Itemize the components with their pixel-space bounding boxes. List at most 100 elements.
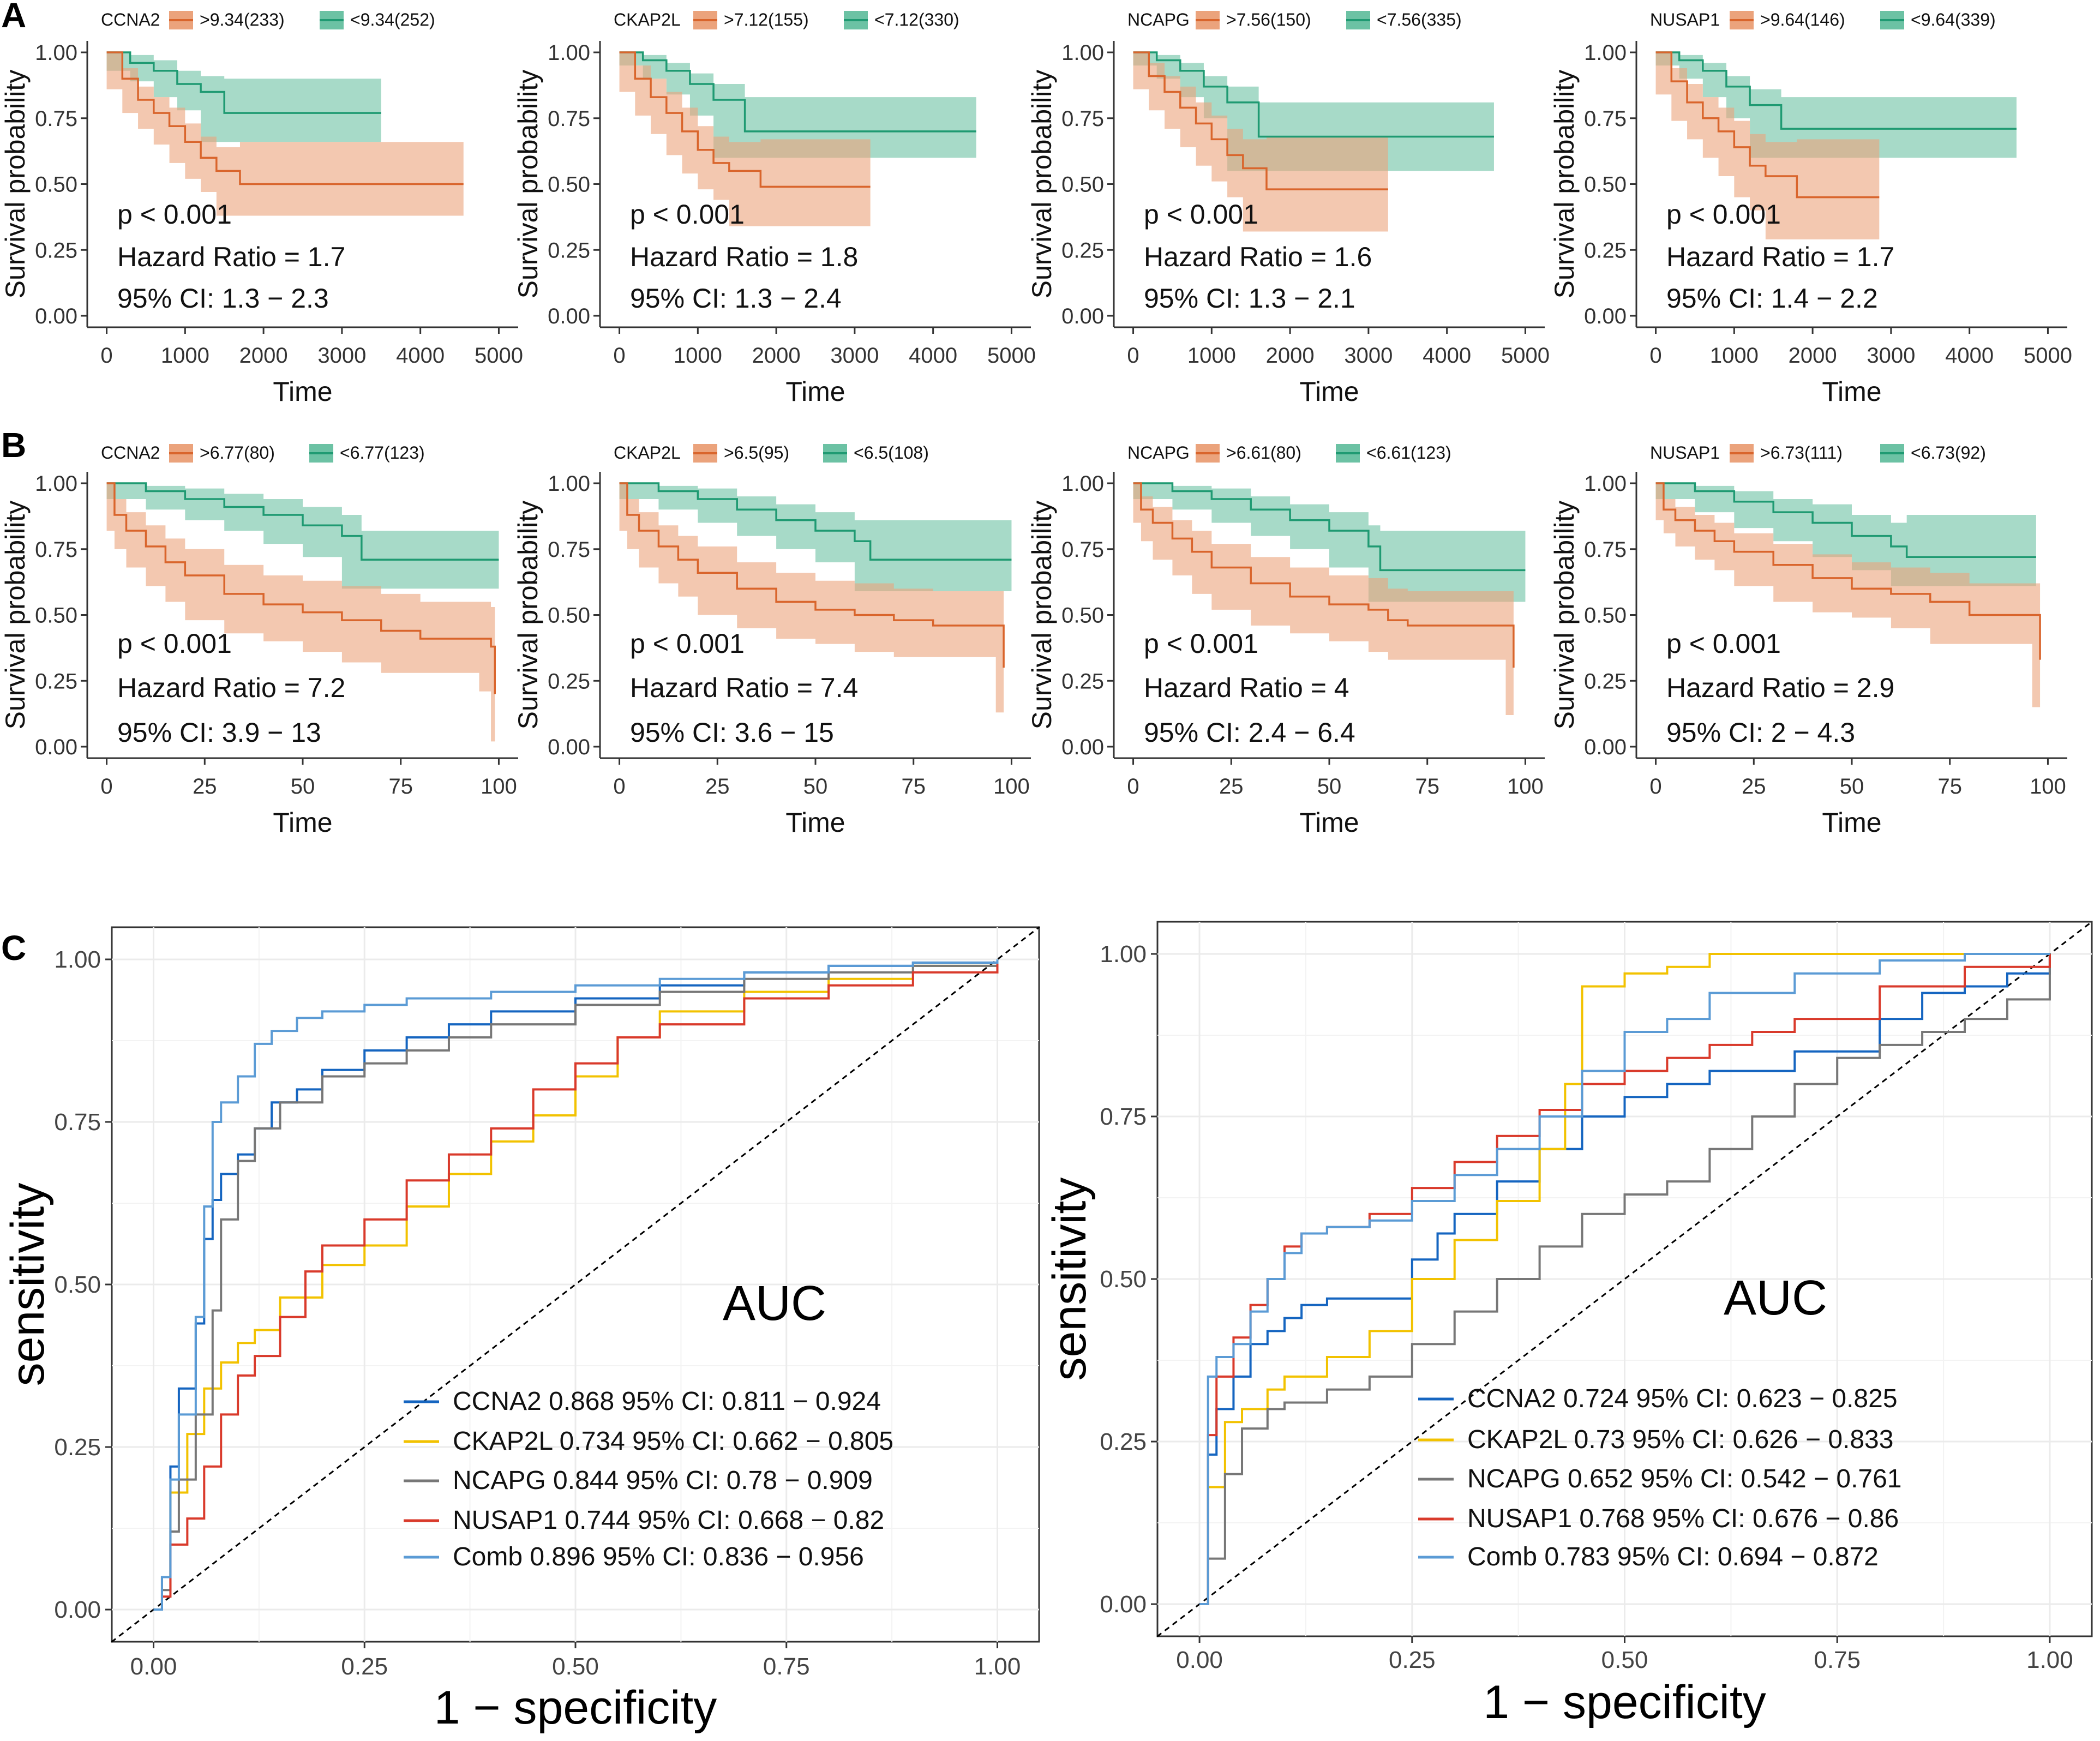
km-y-axis-title: Survival probability	[1549, 70, 1580, 299]
km-hazard-ratio: Hazard Ratio = 7.2	[117, 673, 345, 703]
km-legend: CCNA2 >9.34(233) <9.34(252)	[101, 10, 435, 29]
roc-legend-label-ccna2: CCNA2 0.868 95% CI: 0.811 − 0.924	[453, 1387, 881, 1416]
roc-curve-ncapg	[1199, 953, 2051, 1606]
km-panel-b-ncapg: NCAPG >6.61(80) <6.61(123) 0.00 0.25 0.50 0.75…	[1027, 443, 1545, 838]
km-x-tick-label: 0	[1127, 775, 1139, 799]
km-legend-gene: NCAPG	[1127, 443, 1190, 463]
roc-legend-label-ncapg: NCAPG 0.652 95% CI: 0.542 − 0.761	[1467, 1464, 1902, 1493]
km-x-tick-label: 4000	[909, 344, 957, 368]
km-x-tick-label: 2000	[1266, 344, 1315, 368]
km-low-survival-line	[1133, 482, 1526, 572]
roc-legend-label-ncapg: NCAPG 0.844 95% CI: 0.78 − 0.909	[453, 1466, 873, 1495]
km-x-tick-label: 100	[993, 775, 1030, 799]
roc-panels: 0.00 0.25 0.50 0.75 1.00 0.00 0.25 0.50 0.75 1.00…	[2, 921, 2093, 1734]
km-x-tick-label: 4000	[396, 344, 445, 368]
km-x-tick-label: 0	[1649, 775, 1661, 799]
km-legend: NCAPG >6.61(80) <6.61(123)	[1127, 443, 1451, 463]
km-p-value: p < 0.001	[1666, 199, 1781, 230]
km-y-tick-label: 0.75	[548, 107, 590, 131]
km-x-axis-title: Time	[273, 376, 332, 407]
roc-panel-2: 0.00 0.25 0.50 0.75 1.00 0.00 0.25 0.50 0.75 1.00…	[1043, 921, 2093, 1728]
roc-y-tick-label: 0.00	[1100, 1591, 1147, 1618]
km-high-ci-band	[1133, 483, 1514, 716]
roc-legend-label-ckap2l: CKAP2L 0.734 95% CI: 0.662 − 0.805	[453, 1427, 893, 1456]
km-x-axis-title: Time	[785, 807, 845, 838]
km-legend-high-label: >6.61(80)	[1226, 443, 1301, 463]
km-high-survival-line	[1133, 482, 1515, 668]
km-p-value: p < 0.001	[117, 628, 232, 659]
km-y-tick-label: 0.00	[1584, 735, 1627, 759]
roc-legend-label-comb: Comb 0.896 95% CI: 0.836 − 0.956	[453, 1542, 864, 1571]
km-legend-gene: CCNA2	[101, 10, 160, 29]
km-low-ci-band	[1133, 52, 1494, 171]
km-y-tick-label: 0.50	[1584, 173, 1627, 197]
km-p-value: p < 0.001	[630, 628, 745, 659]
km-legend-gene: CKAP2L	[614, 443, 681, 463]
km-x-tick-label: 5000	[1501, 344, 1550, 368]
km-y-axis-title: Survival probability	[0, 501, 31, 730]
km-y-tick-label: 0.50	[1061, 604, 1104, 628]
km-p-value: p < 0.001	[117, 199, 232, 230]
km-y-tick-label: 0.00	[548, 735, 590, 759]
km-y-tick-label: 1.00	[548, 472, 590, 496]
km-legend: NUSAP1 >6.73(111) <6.73(92)	[1650, 443, 1986, 463]
km-hazard-ratio: Hazard Ratio = 1.8	[630, 242, 858, 272]
km-x-tick-label: 50	[803, 775, 828, 799]
km-row-b: CCNA2 >6.77(80) <6.77(123) 0.00 0.25 0.50 0.75…	[0, 443, 2067, 838]
roc-y-tick-label: 0.25	[1100, 1428, 1147, 1455]
roc-legend-label-nusap1: NUSAP1 0.768 95% CI: 0.676 − 0.86	[1467, 1504, 1899, 1533]
km-x-tick-label: 2000	[752, 344, 801, 368]
km-p-value: p < 0.001	[630, 199, 745, 230]
roc-y-tick-label: 0.00	[54, 1596, 101, 1623]
panel-label-b: B	[1, 425, 26, 465]
km-y-tick-label: 0.50	[548, 604, 590, 628]
roc-legend-label-ckap2l: CKAP2L 0.73 95% CI: 0.626 − 0.833	[1467, 1425, 1893, 1454]
roc-y-axis-title: sensitivity	[1043, 1178, 1096, 1381]
km-high-ci-band	[619, 52, 871, 226]
km-x-tick-label: 100	[1507, 775, 1544, 799]
km-legend-low-label: <7.56(335)	[1377, 10, 1462, 29]
km-hazard-ratio: Hazard Ratio = 4	[1144, 673, 1349, 703]
km-x-tick-label: 25	[193, 775, 217, 799]
km-x-tick-label: 2000	[239, 344, 288, 368]
km-y-tick-label: 0.50	[1584, 604, 1627, 628]
km-x-tick-label: 25	[705, 775, 730, 799]
roc-panel-1: 0.00 0.25 0.50 0.75 1.00 0.00 0.25 0.50 0.75 1.00…	[2, 926, 1040, 1734]
km-y-tick-label: 0.50	[1061, 173, 1104, 197]
km-x-tick-label: 0	[100, 344, 112, 368]
km-y-tick-label: 0.25	[35, 669, 77, 693]
km-y-tick-label: 0.25	[548, 238, 590, 262]
km-high-survival-line	[619, 482, 1005, 668]
km-x-tick-label: 1000	[161, 344, 209, 368]
km-y-tick-label: 0.50	[35, 173, 77, 197]
roc-x-tick-label: 0.25	[1389, 1647, 1436, 1673]
roc-legend-label-nusap1: NUSAP1 0.744 95% CI: 0.668 − 0.82	[453, 1506, 884, 1535]
km-y-tick-label: 0.25	[1061, 238, 1104, 262]
panel-label-c: C	[1, 928, 26, 968]
km-legend-high-label: >6.5(95)	[724, 443, 789, 463]
roc-y-tick-label: 0.50	[54, 1271, 101, 1298]
km-panel-a-ckap2l: CKAP2L >7.12(155) <7.12(330) 0.00 0.25 0.50 0.…	[513, 10, 1036, 407]
km-y-tick-label: 0.75	[1061, 538, 1104, 562]
km-legend-high-label: >6.77(80)	[200, 443, 275, 463]
km-legend-high-label: >9.64(146)	[1760, 10, 1845, 29]
km-hazard-ratio: Hazard Ratio = 1.6	[1144, 242, 1372, 272]
km-x-tick-label: 0	[1649, 344, 1661, 368]
km-x-tick-label: 5000	[2024, 344, 2072, 368]
roc-legend-label-comb: Comb 0.783 95% CI: 0.694 − 0.872	[1467, 1542, 1879, 1571]
km-x-tick-label: 100	[2030, 775, 2066, 799]
km-high-ci-band	[1655, 483, 2041, 707]
km-low-ci-band	[1655, 483, 2036, 586]
km-y-tick-label: 0.75	[548, 538, 590, 562]
km-low-survival-line	[1655, 482, 2036, 558]
km-y-tick-label: 1.00	[1061, 41, 1104, 65]
roc-diagonal-reference	[111, 926, 1040, 1643]
roc-curve-nusap1	[153, 959, 999, 1611]
km-x-tick-label: 75	[1937, 775, 1962, 799]
km-p-value: p < 0.001	[1144, 199, 1258, 230]
km-legend-low-label: <6.73(92)	[1911, 443, 1986, 463]
km-x-tick-label: 3000	[1344, 344, 1393, 368]
km-confidence-interval: 95% CI: 1.4 − 2.2	[1666, 283, 1878, 314]
km-high-survival-line	[619, 51, 871, 188]
km-y-tick-label: 0.25	[35, 238, 77, 262]
